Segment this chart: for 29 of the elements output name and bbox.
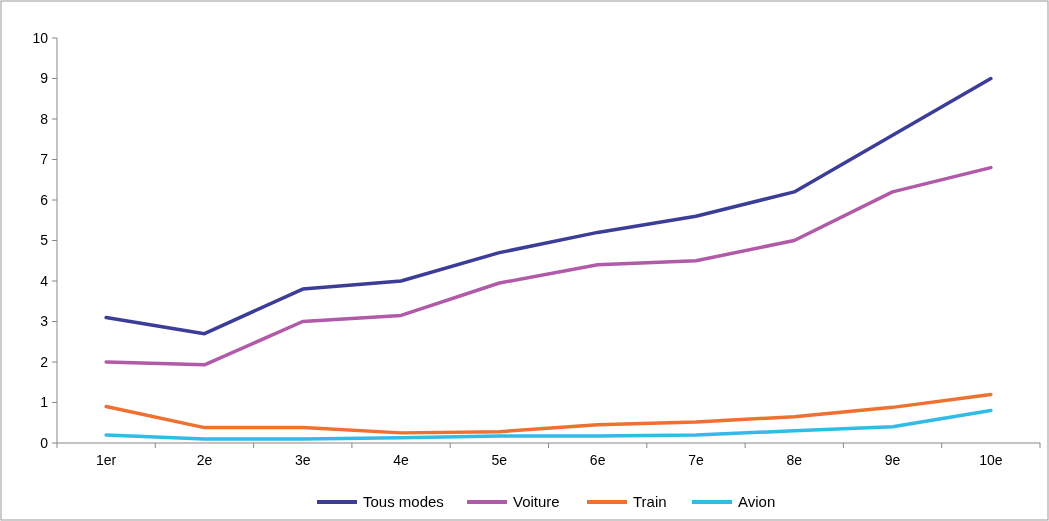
y-tick-label: 1 bbox=[40, 394, 49, 411]
legend-label: Tous modes bbox=[363, 493, 444, 510]
y-tick-label: 7 bbox=[40, 151, 49, 168]
x-tick-label: 3e bbox=[294, 452, 311, 468]
line-series bbox=[104, 408, 993, 441]
line-series bbox=[104, 165, 993, 367]
x-tick-label: 1er bbox=[96, 452, 117, 468]
y-tick-label: 2 bbox=[40, 353, 49, 370]
x-tick-label: 2e bbox=[196, 452, 213, 468]
x-tick-label: 7e bbox=[688, 452, 704, 468]
x-tick-label: 9e bbox=[884, 452, 901, 468]
x-tick-label: 8e bbox=[786, 452, 803, 468]
line-series bbox=[104, 76, 993, 336]
y-tick-label: 5 bbox=[40, 232, 49, 249]
legend-label: Voiture bbox=[513, 493, 560, 510]
y-tick-label: 10 bbox=[32, 29, 49, 46]
y-tick-label: 4 bbox=[40, 272, 49, 289]
line-series bbox=[104, 392, 993, 435]
x-tick-label: 10e bbox=[979, 452, 1003, 468]
x-tick-label: 5e bbox=[491, 452, 508, 468]
y-tick-label: 6 bbox=[40, 191, 49, 208]
y-tick-label: 8 bbox=[40, 110, 49, 127]
legend-label: Avion bbox=[738, 493, 776, 510]
x-tick-label: 4e bbox=[393, 452, 410, 468]
y-tick-label: 0 bbox=[40, 434, 49, 451]
y-tick-label: 9 bbox=[40, 70, 49, 87]
x-tick-label: 6e bbox=[589, 452, 606, 468]
legend-label: Train bbox=[633, 493, 667, 510]
y-tick-label: 3 bbox=[40, 313, 49, 330]
